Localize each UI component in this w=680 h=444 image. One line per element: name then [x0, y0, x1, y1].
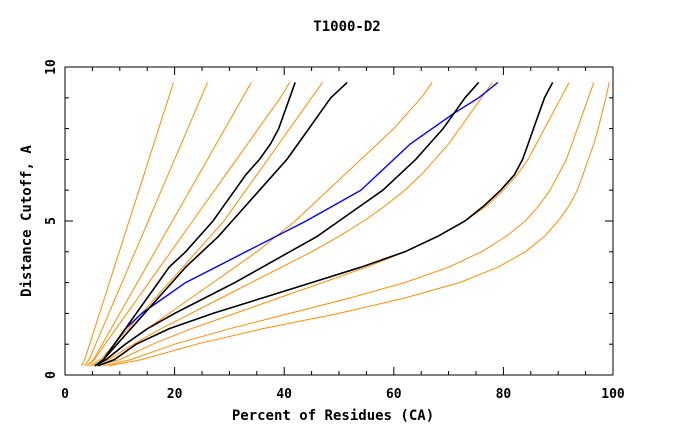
- model-curve-13: [103, 82, 595, 367]
- highlight-curve-1: [94, 82, 296, 367]
- x-tick-label: 0: [61, 387, 69, 402]
- model-curve-11: [92, 82, 493, 367]
- model-curve-5: [80, 82, 174, 367]
- highlight-curves: [94, 81, 554, 367]
- model-curve-10: [92, 82, 433, 367]
- highlight-curve-3: [94, 81, 480, 367]
- y-tick-label: 5: [44, 217, 59, 225]
- model-curve-14: [108, 82, 610, 367]
- axis-ticks: 0 20 40 60 80 100 0 5 10: [44, 59, 625, 402]
- x-tick-label: 100: [601, 387, 625, 402]
- x-axis-label: Percent of Residues (CA): [232, 408, 434, 424]
- y-axis-label: Distance Cutoff, A: [19, 145, 35, 297]
- x-tick-label: 20: [167, 387, 183, 402]
- model-curve-8: [86, 82, 291, 367]
- y-tick-label: 0: [44, 371, 59, 379]
- model-curves: [80, 82, 610, 367]
- model-curve-7: [86, 82, 252, 367]
- x-tick-label: 60: [386, 387, 402, 402]
- highlight-curve-4: [97, 82, 554, 367]
- x-tick-label: 40: [276, 387, 292, 402]
- model-curve-9: [89, 82, 324, 367]
- chart-title: T1000-D2: [313, 19, 380, 35]
- highlight-curve-2: [94, 81, 348, 367]
- x-tick-label: 80: [496, 387, 512, 402]
- y-tick-label: 10: [44, 59, 59, 75]
- model-curve-6: [83, 82, 208, 367]
